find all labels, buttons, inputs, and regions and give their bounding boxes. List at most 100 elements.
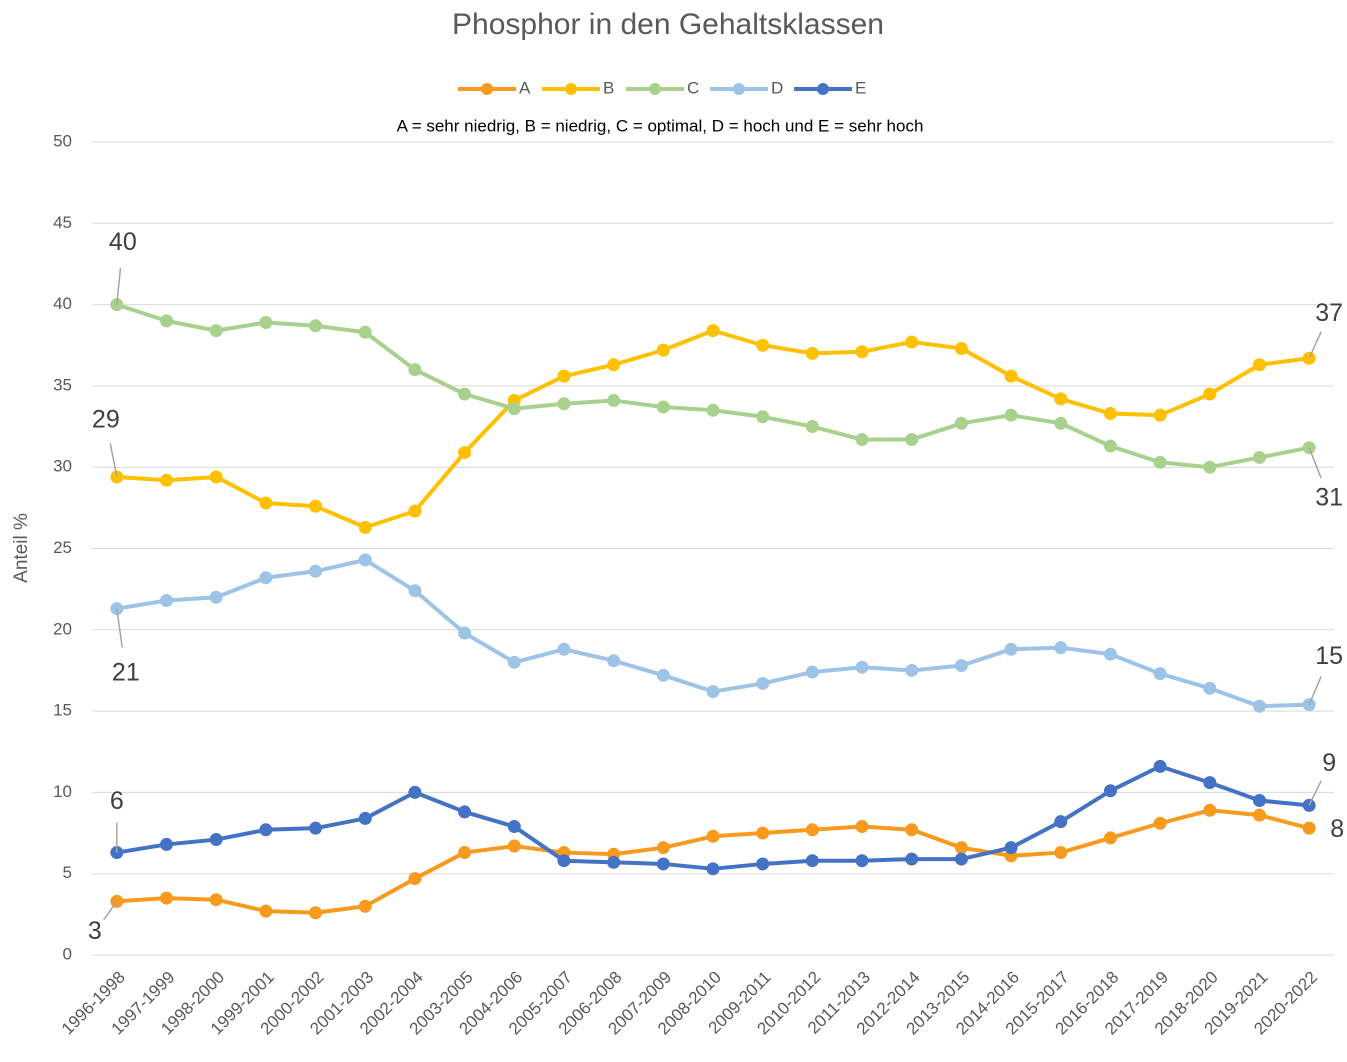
data-point (1252, 808, 1266, 822)
data-label: 37 (1315, 299, 1343, 327)
data-point (756, 826, 770, 840)
data-point (805, 823, 819, 837)
y-tick-label: 30 (53, 457, 72, 476)
data-label: 8 (1330, 815, 1344, 843)
data-point (309, 821, 323, 835)
data-point (309, 319, 323, 333)
leader-line (116, 608, 123, 648)
data-point (259, 823, 273, 837)
data-point (1153, 408, 1167, 422)
y-tick-label: 20 (53, 619, 72, 638)
leader-line (103, 900, 118, 921)
series-line (116, 764, 1310, 871)
data-point (1103, 407, 1117, 421)
data-point (1153, 667, 1167, 681)
data-point (259, 904, 273, 918)
data-point (358, 325, 372, 339)
data-point (706, 862, 720, 876)
data-point (756, 338, 770, 352)
data-point (259, 571, 273, 585)
data-point (458, 446, 472, 460)
data-point (1054, 641, 1068, 655)
chart-subtitle: A = sehr niedrig, B = niedrig, C = optim… (397, 116, 924, 135)
chart-title: Phosphor in den Gehaltsklassen (452, 8, 884, 41)
y-tick-label: 5 (63, 863, 72, 882)
data-point (805, 420, 819, 434)
data-point (954, 342, 968, 356)
data-point (458, 805, 472, 819)
data-point (905, 823, 919, 837)
data-point (855, 660, 869, 674)
legend-label: D (771, 78, 783, 97)
leader-line (109, 443, 118, 478)
data-point (358, 553, 372, 567)
data-point (656, 857, 670, 871)
data-point (557, 642, 571, 656)
data-point (905, 852, 919, 866)
leader-line (1308, 331, 1322, 359)
data-point (1252, 450, 1266, 464)
data-label: 3 (88, 917, 102, 945)
y-tick-label: 10 (53, 782, 72, 801)
data-label: 29 (92, 406, 120, 434)
data-point (607, 654, 621, 668)
data-point (160, 891, 174, 905)
data-point (358, 899, 372, 913)
data-point (408, 363, 422, 377)
data-point (209, 590, 223, 604)
leader-line (116, 267, 122, 305)
data-point (408, 584, 422, 598)
data-point (954, 852, 968, 866)
data-point (1004, 369, 1018, 383)
data-point (458, 626, 472, 640)
y-tick-label: 50 (53, 131, 72, 150)
data-point (805, 346, 819, 360)
series-line (116, 328, 1310, 530)
data-point (1054, 815, 1068, 829)
data-point (557, 369, 571, 383)
data-point (1103, 831, 1117, 845)
data-point (954, 659, 968, 673)
y-tick-label: 15 (53, 701, 72, 720)
data-point (309, 499, 323, 513)
legend-marker (565, 83, 577, 95)
data-point (458, 387, 472, 401)
data-point (805, 665, 819, 679)
data-point (1252, 794, 1266, 808)
data-point (905, 663, 919, 677)
data-point (756, 410, 770, 424)
data-point (706, 403, 720, 417)
data-point (656, 668, 670, 682)
data-point (557, 854, 571, 868)
data-point (905, 433, 919, 447)
data-point (1153, 455, 1167, 469)
data-point (706, 685, 720, 699)
data-point (209, 470, 223, 484)
data-point (1103, 784, 1117, 798)
data-point (855, 820, 869, 834)
data-point (954, 841, 968, 855)
data-point (656, 400, 670, 414)
data-point (507, 402, 521, 416)
data-point (1203, 460, 1217, 474)
legend-marker (481, 83, 493, 95)
legend-marker (817, 83, 829, 95)
data-point (1054, 416, 1068, 430)
data-point (1004, 408, 1018, 422)
data-point (905, 335, 919, 349)
data-point (1203, 681, 1217, 695)
data-point (1103, 647, 1117, 661)
data-point (160, 473, 174, 487)
data-point (1054, 846, 1068, 860)
data-point (855, 345, 869, 359)
data-point (507, 839, 521, 853)
data-point (408, 785, 422, 799)
data-point (160, 837, 174, 851)
data-point (209, 833, 223, 847)
series-line (116, 557, 1310, 709)
y-tick-label: 40 (53, 294, 72, 313)
leader-line (1308, 447, 1322, 479)
data-point (607, 855, 621, 869)
data-point (1203, 803, 1217, 817)
data-point (1203, 776, 1217, 790)
